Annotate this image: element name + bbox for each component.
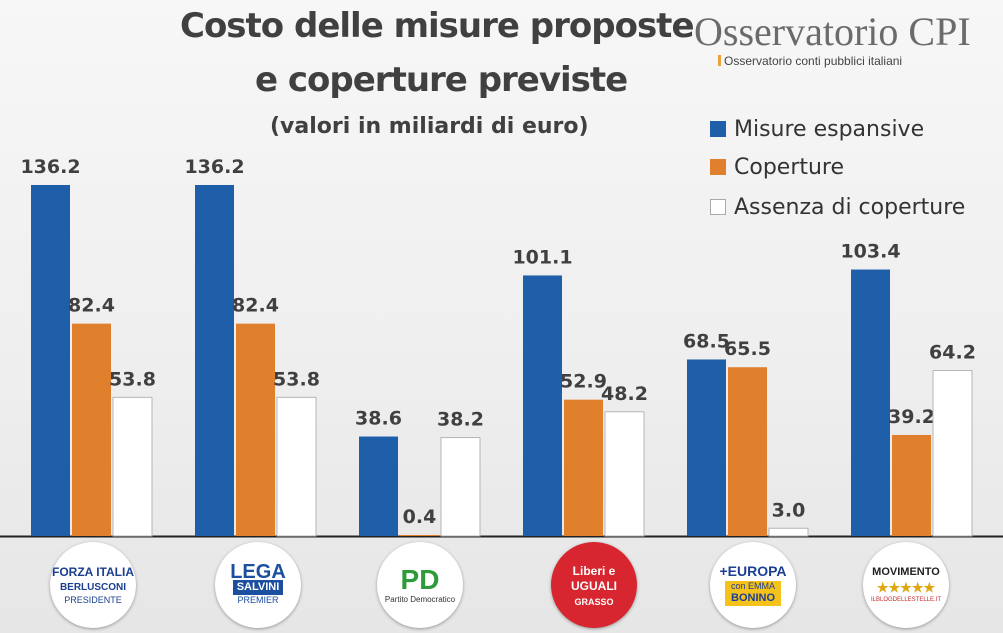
legend-label-misure: Misure espansive: [734, 116, 925, 142]
data-label-misure-5: 68.5: [683, 330, 730, 352]
data-label-assenza-1: 53.8: [109, 368, 156, 390]
data-label-coperture-2: 82.4: [232, 295, 279, 317]
party-logo-sub1: Partito Democratico: [384, 595, 456, 604]
data-label-coperture-3: 0.4: [403, 506, 437, 528]
legend-label-coperture: Coperture: [734, 154, 845, 180]
chart-subtitle: (valori in miliardi di euro): [270, 114, 589, 139]
data-label-assenza-5: 3.0: [772, 499, 806, 521]
bar-assenza-2: [276, 396, 317, 537]
legend-label-assenza: Assenza di coperture: [734, 194, 966, 220]
bar-coperture-1: [72, 323, 111, 536]
legend-item-misure: Misure espansive: [710, 116, 924, 142]
bar-coperture-2: [236, 323, 275, 536]
party-logo-lega: LEGA SALVINI PREMIER: [215, 542, 301, 628]
bar-misure-4: [523, 275, 562, 536]
legend-swatch-coperture: [710, 159, 726, 175]
bar-assenza-1: [112, 396, 153, 537]
legend-swatch-assenza: [710, 199, 726, 215]
bar-misure-6: [851, 269, 890, 536]
brand-accent-bar: [718, 55, 721, 66]
bar-assenza-3: [440, 437, 481, 537]
data-label-misure-6: 103.4: [840, 241, 900, 263]
party-logo-forza-italia: FORZA ITALIA BERLUSCONI PRESIDENTE: [50, 542, 136, 628]
party-logo-movimento: MOVIMENTO ★★★★★ ILBLOGDELLESTELLE.IT: [863, 542, 949, 628]
data-label-misure-3: 38.6: [355, 408, 402, 430]
chart-title-line2: e coperture previste: [255, 60, 628, 100]
legend-swatch-misure: [710, 121, 726, 137]
party-logo-sub2: PREMIER: [237, 595, 279, 605]
bar-coperture-6: [892, 434, 931, 536]
party-logo-sub1: BERLUSCONI: [59, 582, 127, 593]
data-label-coperture-1: 82.4: [68, 295, 115, 317]
bar-coperture-3: [400, 534, 439, 536]
data-label-coperture-4: 52.9: [560, 371, 607, 393]
party-logo-sub2: BONINO: [725, 591, 781, 606]
bar-assenza-5: [768, 527, 809, 537]
chart-title: Costo delle misure proposte: [180, 6, 694, 46]
bar-assenza-4: [604, 411, 645, 537]
party-logo-main: FORZA ITALIA: [52, 565, 134, 579]
party-logo-piu-europa: +EUROPA con EMMA BONINO: [710, 542, 796, 628]
brand-tagline: Osservatorio conti pubblici italiani: [724, 54, 903, 68]
data-label-assenza-2: 53.8: [273, 368, 320, 390]
party-logo-sub1: GRASSO: [574, 596, 614, 607]
party-logo-pd: PD Partito Democratico: [377, 542, 463, 628]
party-logo-main: PD: [400, 564, 440, 595]
party-logo-sub1: ★★★★★: [876, 580, 936, 595]
data-label-assenza-6: 64.2: [929, 342, 976, 364]
data-label-coperture-6: 39.2: [888, 406, 935, 428]
bar-coperture-5: [728, 367, 767, 536]
party-logo-sub1: SALVINI: [232, 580, 284, 595]
legend-item-assenza: Assenza di coperture: [710, 194, 965, 220]
data-label-coperture-5: 65.5: [724, 338, 771, 360]
brand-logo: Osservatorio CPI: [694, 9, 971, 54]
party-logo-sub2: PRESIDENTE: [64, 595, 122, 605]
bar-misure-3: [359, 436, 398, 536]
legend-item-coperture: Coperture: [710, 154, 844, 180]
data-label-misure-2: 136.2: [184, 156, 244, 178]
party-logo-sub2: ILBLOGDELLESTELLE.IT: [870, 597, 942, 603]
party-logo-main: +EUROPA: [719, 563, 787, 579]
data-label-assenza-4: 48.2: [601, 383, 648, 405]
bar-coperture-4: [564, 399, 603, 536]
bar-assenza-6: [932, 370, 973, 537]
party-logo-sub1: con EMMA: [724, 581, 781, 591]
data-label-misure-4: 101.1: [512, 246, 572, 268]
bar-misure-5: [687, 359, 726, 536]
data-label-assenza-3: 38.2: [437, 409, 484, 431]
bar-misure-1: [31, 185, 70, 536]
party-logo-liberi-uguali: Liberi e UGUALI GRASSO: [551, 542, 637, 628]
data-label-misure-1: 136.2: [20, 156, 80, 178]
party-logo-main: Liberi e UGUALI: [571, 563, 617, 593]
party-logo-main: MOVIMENTO: [872, 566, 940, 578]
bar-misure-2: [195, 185, 234, 536]
party-logo-main: LEGA: [230, 561, 286, 583]
